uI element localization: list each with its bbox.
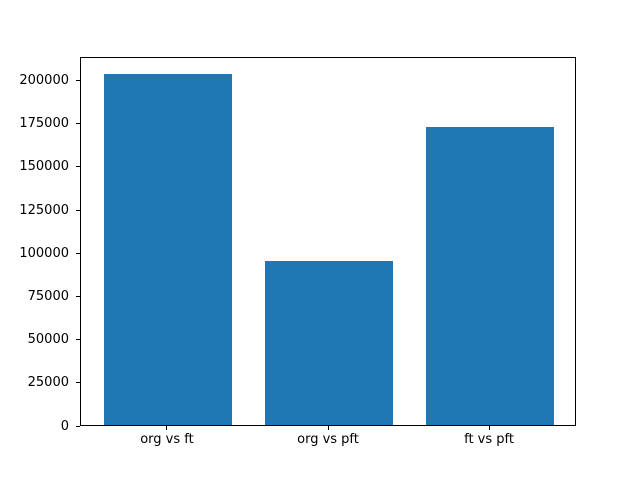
y-tick-label: 150000 [19,159,69,175]
y-tick-label: 50000 [27,332,69,348]
y-tick-label: 125000 [19,202,69,218]
y-tick-mark [76,80,80,82]
bar-ft-vs-pft [425,127,555,425]
y-tick-mark [76,382,80,384]
plot-area [80,57,576,426]
x-tick-label: ft vs pft [464,432,514,447]
y-tick-mark [76,123,80,125]
y-tick-label: 75000 [27,288,69,304]
x-tick-mark [488,426,490,430]
bar-org-vs-pft [264,260,394,425]
x-tick-mark [327,426,329,430]
x-tick-label: org vs pft [297,432,359,447]
y-tick-mark [76,166,80,168]
bar-org-vs-ft [103,73,233,425]
x-tick-mark [166,426,168,430]
y-tick-mark [76,425,80,427]
y-tick-label: 200000 [19,73,69,89]
y-tick-label: 25000 [27,375,69,391]
y-tick-label: 100000 [19,245,69,261]
y-tick-label: 175000 [19,116,69,132]
y-tick-mark [76,252,80,254]
y-tick-mark [76,209,80,211]
y-tick-label: 0 [60,418,69,434]
y-tick-mark [76,295,80,297]
x-tick-label: org vs ft [140,432,194,447]
y-tick-mark [76,339,80,341]
